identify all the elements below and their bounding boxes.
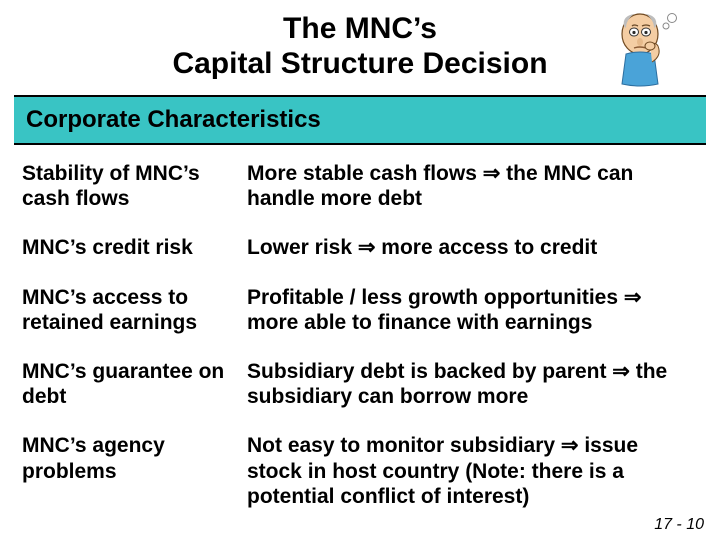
table-row: MNC’s access to retained earnings Profit… [14, 275, 706, 345]
table-row: MNC’s credit risk Lower risk ⇒ more acce… [14, 225, 706, 270]
row-description: Not easy to monitor subsidiary ⇒ issue s… [247, 433, 698, 509]
title-line1: The MNC’s [20, 12, 700, 47]
page-number: 17 - 10 [654, 516, 704, 534]
table-row: MNC’s guarantee on debt Subsidiary debt … [14, 349, 706, 419]
row-label: MNC’s credit risk [22, 235, 247, 260]
row-label: MNC’s guarantee on debt [22, 359, 247, 409]
row-description: More stable cash flows ⇒ the MNC can han… [247, 161, 698, 211]
row-description: Lower risk ⇒ more access to credit [247, 235, 698, 260]
section-header: Corporate Characteristics [14, 95, 706, 145]
table-row: Stability of MNC’s cash flows More stabl… [14, 151, 706, 221]
row-label: MNC’s agency problems [22, 433, 247, 509]
title-line2: Capital Structure Decision [20, 47, 700, 82]
thinking-man-icon [604, 6, 682, 88]
characteristics-table: Stability of MNC’s cash flows More stabl… [0, 151, 720, 519]
row-label: Stability of MNC’s cash flows [22, 161, 247, 211]
table-row: MNC’s agency problems Not easy to monito… [14, 423, 706, 519]
row-label: MNC’s access to retained earnings [22, 285, 247, 335]
row-description: Subsidiary debt is backed by parent ⇒ th… [247, 359, 698, 409]
row-description: Profitable / less growth opportunities ⇒… [247, 285, 698, 335]
